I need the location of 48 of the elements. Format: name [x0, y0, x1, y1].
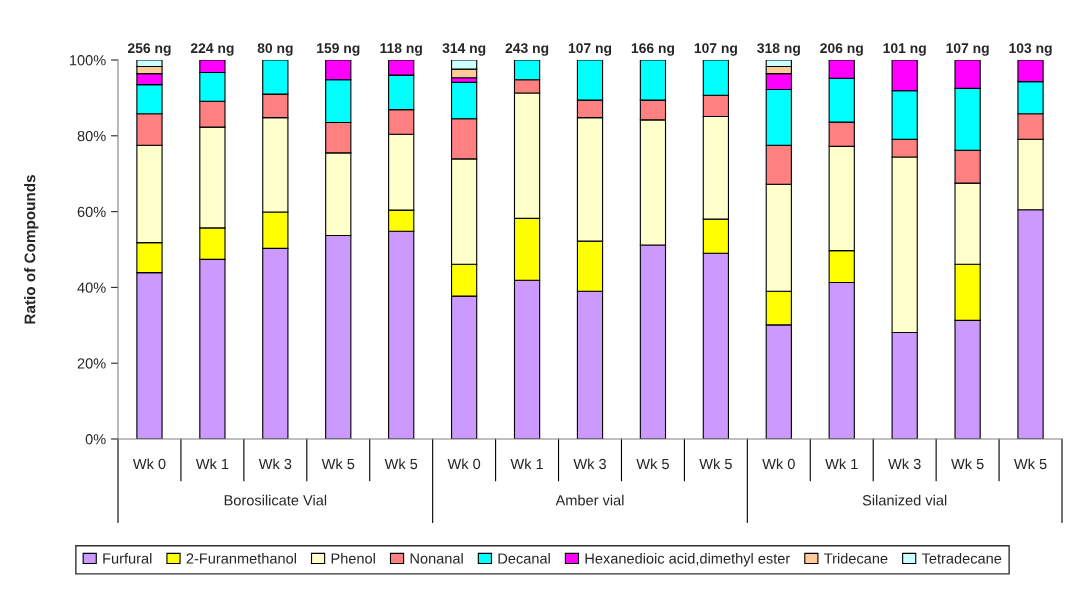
x-tick-label: Wk 3: [573, 458, 606, 470]
text: 243 ng: [505, 43, 549, 56]
text: 318 ng: [757, 43, 800, 56]
legend-label: Tridecane: [824, 552, 888, 564]
text: 107 ng: [694, 43, 737, 56]
legend-label: Tetradecane: [921, 552, 1002, 564]
text: 101 ng: [883, 43, 926, 56]
text: 103 ng: [1009, 43, 1052, 56]
text: 256 ng: [127, 43, 171, 56]
y-tick-label: 20%: [77, 358, 106, 369]
x-tick-label: Wk 0: [447, 458, 481, 470]
x-tick-label: Wk 1: [195, 458, 229, 470]
x-tick-label: Wk 1: [510, 458, 543, 470]
text: 107 ng: [946, 43, 989, 56]
y-tick-label: 60%: [77, 206, 106, 218]
text: 159 ng: [317, 43, 360, 56]
legend-label: Phenol: [331, 552, 375, 564]
text: 107 ng: [568, 43, 612, 56]
text: Silanized vial: [862, 494, 947, 506]
x-tick-label: Wk 0: [132, 458, 166, 470]
text: Borosilicate Vial: [224, 494, 327, 506]
x-tick-label: Wk 5: [699, 458, 732, 470]
text: 206 ng: [820, 43, 863, 56]
x-tick-label: Wk 5: [636, 458, 669, 470]
legend-label: 2-Furanmethanol: [186, 552, 296, 564]
text: 118 ng: [380, 43, 422, 56]
legend-label: Furfural: [103, 552, 152, 564]
legend-label: Hexanedioic acid,dimethyl ester: [585, 552, 790, 567]
y-tick-label: 0%: [85, 434, 106, 445]
x-tick-label: Wk 5: [1013, 458, 1047, 470]
text: 314 ng: [442, 43, 486, 56]
x-tick-label: Wk 3: [258, 458, 292, 470]
y-tick-label: 100%: [70, 55, 106, 66]
text: 224 ng: [190, 43, 234, 56]
x-tick-label: Wk 5: [384, 458, 418, 470]
text: 80 ng: [257, 43, 293, 56]
x-tick-label: Wk 3: [888, 458, 921, 470]
legend-label: Nonanal: [410, 552, 463, 564]
x-tick-label: Wk 0: [762, 458, 795, 470]
y-tick-label: 80%: [77, 130, 106, 142]
x-tick-label: Wk 5: [951, 458, 984, 470]
y-axis-title: Ratio of Compounds: [24, 175, 39, 324]
x-tick-label: Wk 1: [825, 458, 858, 470]
legend-label: Decanal: [498, 552, 550, 564]
text: Amber vial: [555, 494, 624, 506]
x-tick-label: Wk 5: [321, 458, 355, 470]
y-tick-label: 40%: [77, 282, 106, 293]
text: 166 ng: [631, 43, 675, 56]
